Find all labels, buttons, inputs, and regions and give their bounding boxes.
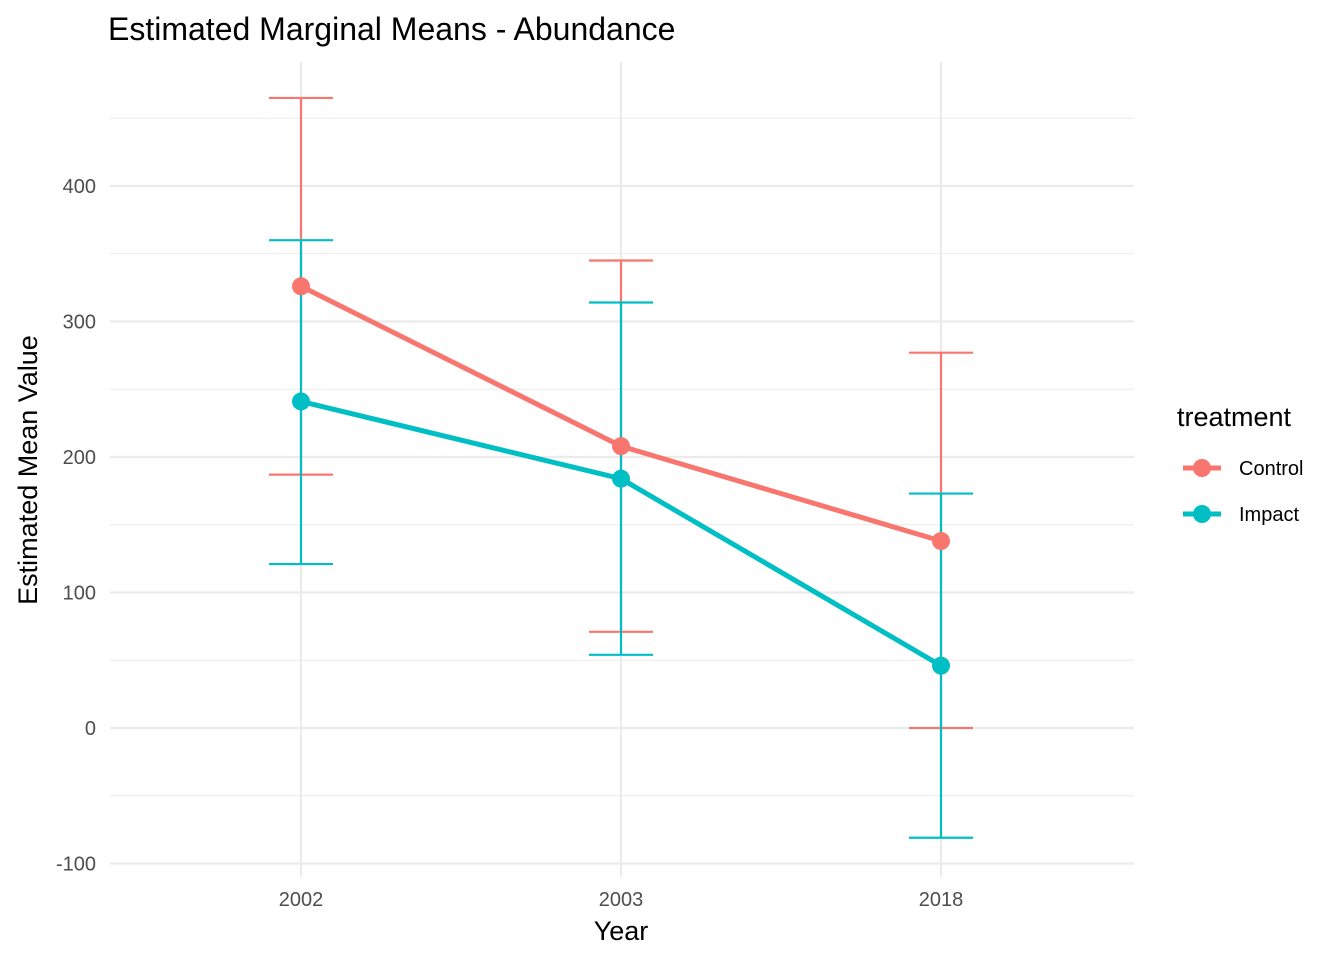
- x-axis-title: Year: [594, 916, 649, 946]
- data-point: [292, 277, 310, 296]
- x-tick-label: 2003: [599, 889, 644, 911]
- y-tick-label: -100: [56, 854, 96, 876]
- x-tick-label: 2018: [919, 889, 964, 911]
- legend-label: Impact: [1239, 504, 1299, 526]
- y-tick-label: 300: [63, 312, 96, 334]
- legend-key-point: [1193, 505, 1211, 523]
- chart-title: Estimated Marginal Means - Abundance: [108, 11, 675, 47]
- x-axis-tick-labels: 2002 2003 2018: [279, 889, 964, 911]
- y-tick-label: 400: [63, 176, 96, 198]
- data-point: [612, 469, 630, 488]
- legend-items: Control Impact: [1183, 458, 1303, 526]
- data-point: [932, 656, 950, 675]
- y-axis-title: Estimated Mean Value: [13, 335, 43, 605]
- x-tick-label: 2002: [279, 889, 324, 911]
- series-impact: [292, 392, 950, 675]
- y-tick-label: 0: [85, 718, 96, 740]
- legend-key-point: [1193, 459, 1211, 477]
- legend-label: Control: [1239, 458, 1303, 480]
- y-axis-tick-labels: -100 0 100 200 300 400: [56, 176, 96, 876]
- legend: treatment Control Impact: [1177, 402, 1303, 526]
- data-series: [269, 96, 973, 839]
- legend-title: treatment: [1177, 402, 1292, 432]
- legend-item-impact: Impact: [1183, 504, 1299, 526]
- y-tick-label: 200: [63, 447, 96, 469]
- data-point: [932, 532, 950, 551]
- data-point: [612, 437, 630, 456]
- y-tick-label: 100: [63, 583, 96, 605]
- series-control: [292, 277, 950, 551]
- data-point: [292, 392, 310, 411]
- legend-item-control: Control: [1183, 458, 1303, 480]
